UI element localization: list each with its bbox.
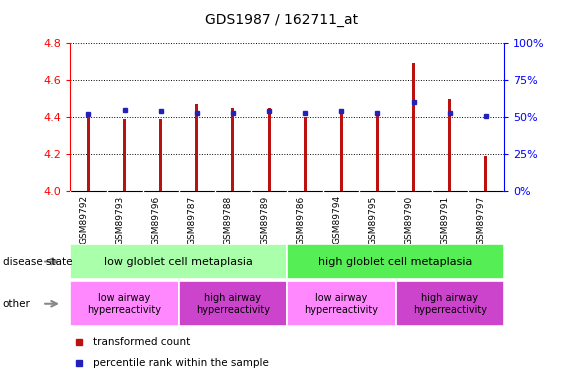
Text: GSM89789: GSM89789: [260, 195, 269, 244]
Bar: [70, 244, 287, 279]
Text: GSM89796: GSM89796: [151, 195, 160, 244]
Text: low globlet cell metaplasia: low globlet cell metaplasia: [104, 256, 253, 267]
Bar: [123, 119, 126, 191]
Bar: [231, 108, 234, 191]
Text: GSM89795: GSM89795: [368, 195, 377, 244]
Text: low airway
hyperreactivity: low airway hyperreactivity: [305, 293, 378, 315]
Text: GSM89797: GSM89797: [477, 195, 486, 244]
Bar: [304, 117, 307, 191]
Bar: [448, 99, 451, 191]
Text: GSM89790: GSM89790: [405, 195, 414, 244]
Text: high airway
hyperreactivity: high airway hyperreactivity: [413, 293, 486, 315]
Text: low airway
hyperreactivity: low airway hyperreactivity: [88, 293, 162, 315]
Bar: [287, 244, 504, 279]
Bar: [179, 281, 287, 326]
Bar: [287, 281, 395, 326]
Text: GSM89786: GSM89786: [296, 195, 305, 244]
Text: GDS1987 / 162711_at: GDS1987 / 162711_at: [205, 13, 358, 27]
Bar: [87, 117, 90, 191]
Bar: [70, 281, 179, 326]
Text: GSM89788: GSM89788: [224, 195, 233, 244]
Bar: [195, 104, 198, 191]
Text: percentile rank within the sample: percentile rank within the sample: [93, 358, 269, 368]
Text: high airway
hyperreactivity: high airway hyperreactivity: [196, 293, 270, 315]
Text: GSM89791: GSM89791: [441, 195, 450, 244]
Bar: [267, 108, 270, 191]
Bar: [395, 281, 504, 326]
Text: GSM89794: GSM89794: [332, 195, 341, 244]
Bar: [159, 119, 162, 191]
Bar: [376, 112, 379, 191]
Text: other: other: [3, 299, 31, 309]
Text: GSM89793: GSM89793: [115, 195, 124, 244]
Text: disease state: disease state: [3, 256, 72, 267]
Text: GSM89787: GSM89787: [188, 195, 197, 244]
Bar: [412, 63, 415, 191]
Text: GSM89792: GSM89792: [79, 195, 88, 244]
Text: transformed count: transformed count: [93, 337, 190, 347]
Bar: [484, 156, 487, 191]
Bar: [340, 112, 343, 191]
Text: high globlet cell metaplasia: high globlet cell metaplasia: [318, 256, 473, 267]
